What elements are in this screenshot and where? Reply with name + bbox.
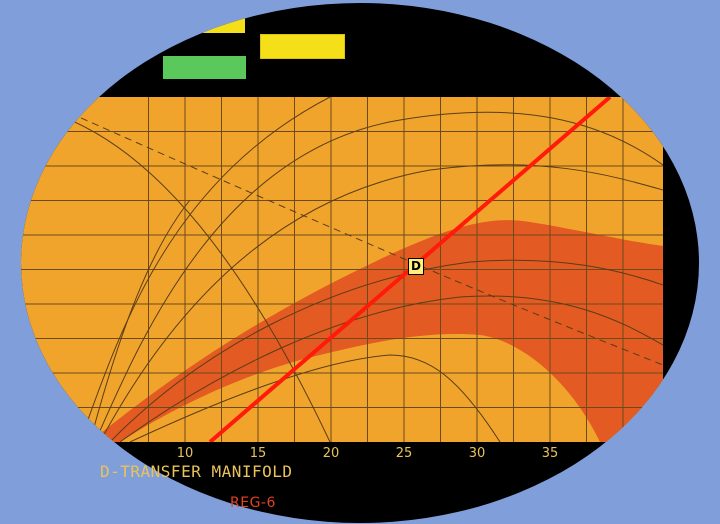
x-tick-label: 10 [177, 446, 194, 461]
performance-curves [69, 97, 663, 442]
grid [21, 97, 663, 442]
yellow-indicator [260, 34, 345, 59]
curve [99, 164, 663, 442]
curve [119, 295, 663, 442]
x-tick-label: 25 [396, 446, 413, 461]
point-d-marker: D [408, 258, 424, 275]
x-tick-label: 30 [469, 446, 486, 461]
green-indicator [163, 56, 246, 79]
curve [94, 111, 663, 442]
curve [129, 354, 501, 442]
envelope-band [90, 220, 663, 442]
x-axis-ticks: 10 15 20 25 30 35 [177, 446, 559, 461]
x-tick-label: 15 [250, 446, 267, 461]
yellow-indicator-small [203, 13, 245, 33]
curve [89, 199, 191, 442]
x-tick-label: 20 [323, 446, 340, 461]
manifold-title: D-TRANSFER MANIFOLD [100, 462, 293, 481]
x-tick-label: 35 [542, 446, 559, 461]
curve [109, 259, 663, 442]
curve [79, 97, 331, 442]
reg-label: REG-6 [230, 495, 276, 511]
dashed-reference-line [69, 112, 663, 366]
curve [69, 119, 331, 442]
